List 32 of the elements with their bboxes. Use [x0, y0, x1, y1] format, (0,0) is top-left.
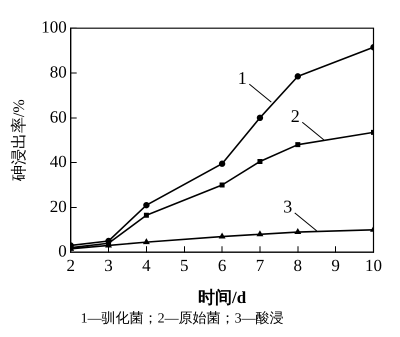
point: [295, 142, 300, 148]
x-tick-label: 2: [66, 256, 75, 275]
x-tick-label: 4: [142, 256, 152, 275]
annotation: 2: [290, 106, 300, 126]
y-tick-label: 40: [50, 152, 67, 172]
y-tick-label: 100: [41, 18, 67, 37]
point: [143, 202, 150, 208]
x-tick-label: 3: [104, 256, 113, 275]
y-tick-label: 20: [50, 196, 67, 216]
annotation: 3: [283, 196, 292, 217]
point: [294, 73, 301, 80]
point: [218, 160, 226, 167]
x-tick-label: 5: [180, 256, 188, 275]
y-tick-label: 0: [58, 242, 67, 261]
x-axis-title: 时间/d: [198, 288, 247, 308]
point: [257, 158, 262, 164]
x-tick-label: 6: [218, 256, 226, 275]
x-tick-label: 7: [256, 256, 265, 275]
x-tick-label: 9: [331, 256, 340, 275]
point: [219, 233, 225, 239]
annotation: 1: [238, 68, 247, 88]
text: 1—驯化菌；2—原始菌；3—酸浸: [80, 310, 284, 327]
point: [144, 212, 149, 218]
y-tick-label: 60: [50, 107, 67, 126]
x-tick-label: 8: [294, 256, 302, 275]
y-axis-title: 砷浸出率/%: [10, 99, 28, 182]
point: [220, 182, 225, 188]
point: [144, 238, 150, 244]
x-tick-label: 10: [365, 256, 382, 275]
y-tick-label: 80: [50, 62, 67, 82]
point: [294, 228, 301, 234]
point: [256, 114, 264, 121]
